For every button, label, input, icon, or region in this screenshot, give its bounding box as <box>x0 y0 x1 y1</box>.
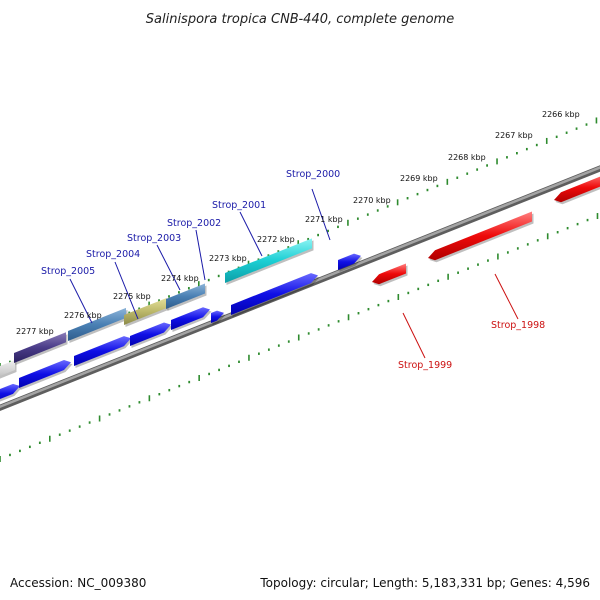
gene-label-forward: Strop_2005 <box>41 266 95 277</box>
kbp-label: 2271 kbp <box>305 215 343 224</box>
gene-labels: Strop_2000 Strop_2001 Strop_2002 Strop_2003… <box>41 169 545 371</box>
map-title: Salinispora tropica CNB-440, complete ge… <box>146 12 454 27</box>
gene-label-forward: Strop_2001 <box>212 200 266 211</box>
leader-line <box>114 261 139 320</box>
cds-forward <box>0 383 20 400</box>
cds-reverse <box>428 211 532 261</box>
kbp-label: 2270 kbp <box>353 196 391 205</box>
cds-forward <box>211 310 224 323</box>
label-leader-lines <box>69 188 519 359</box>
cds-reverse <box>372 263 406 285</box>
gene-label-forward: Strop_2000 <box>286 169 340 180</box>
gene-label-reverse: Strop_1998 <box>491 320 545 331</box>
kbp-labels: 2266 kbp 2267 kbp 2268 kbp 2269 kbp 2270 kbp… <box>16 110 580 336</box>
gene-feature-steel-1 <box>68 307 126 341</box>
kbp-label: 2268 kbp <box>448 153 486 162</box>
gene-label-forward: Strop_2004 <box>86 249 140 260</box>
inner-ruler <box>0 213 599 462</box>
leader-line <box>311 188 331 241</box>
cds-forward <box>171 307 210 330</box>
kbp-label: 2276 kbp <box>64 311 102 320</box>
leader-line <box>402 312 426 359</box>
gene-features <box>0 176 600 402</box>
kbp-label: 2273 kbp <box>209 254 247 263</box>
leader-line <box>156 244 181 291</box>
cds-reverse <box>554 176 600 203</box>
cds-forward <box>130 322 171 346</box>
leader-line <box>494 273 519 320</box>
accession-label: Accession: NC_009380 <box>10 576 146 590</box>
kbp-label: 2269 kbp <box>400 174 438 183</box>
kbp-label: 2266 kbp <box>542 110 580 119</box>
leader-line <box>69 278 93 324</box>
leader-line <box>195 229 206 281</box>
gene-label-forward: Strop_2002 <box>167 218 221 229</box>
leader-line <box>239 211 263 257</box>
gene-feature-strop-2003 <box>124 297 167 325</box>
cds-forward <box>74 336 131 366</box>
kbp-label: 2274 kbp <box>161 274 199 283</box>
kbp-label: 2267 kbp <box>495 131 533 140</box>
cds-forward <box>231 273 318 315</box>
gene-feature-steel-2 <box>166 283 205 309</box>
kbp-label: 2272 kbp <box>257 235 295 244</box>
kbp-label: 2277 kbp <box>16 327 54 336</box>
cds-forward <box>19 360 71 388</box>
kbp-label: 2275 kbp <box>113 292 151 301</box>
gene-label-forward: Strop_2003 <box>127 233 181 244</box>
gene-feature-strop-2000 <box>225 238 312 283</box>
cds-forward <box>338 253 361 270</box>
gene-label-reverse: Strop_1999 <box>398 360 452 371</box>
gene-feature-strop-2005 <box>14 332 66 363</box>
genome-summary: Topology: circular; Length: 5,183,331 bp… <box>259 576 590 590</box>
gene-feature-grey <box>0 360 15 377</box>
